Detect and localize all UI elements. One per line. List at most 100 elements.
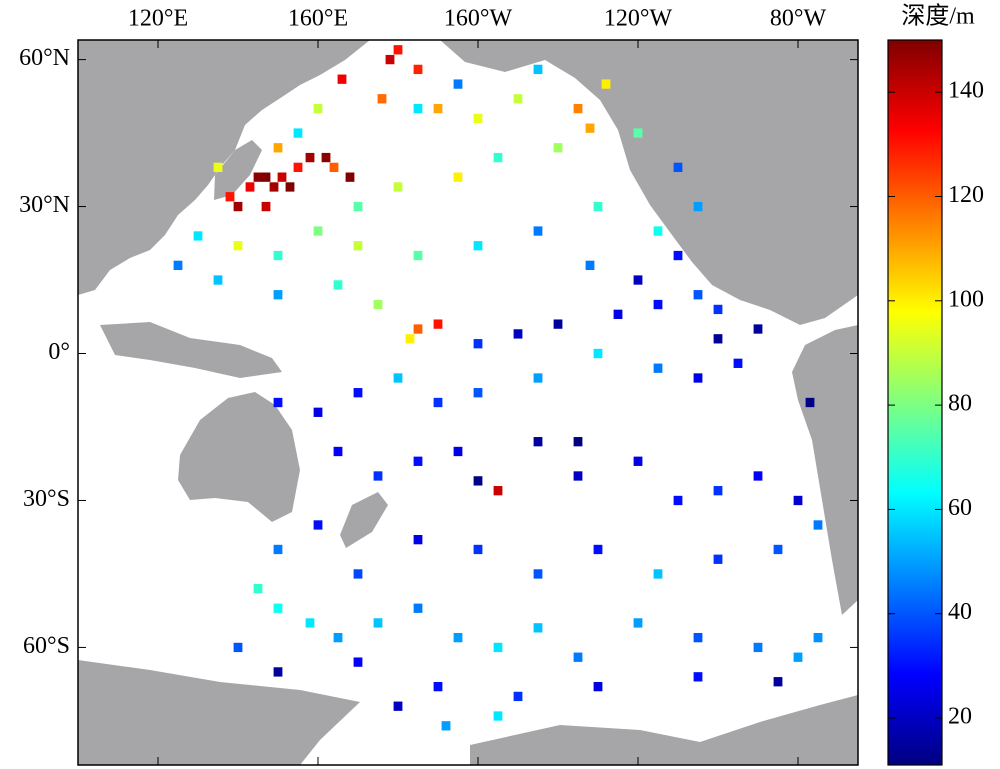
depth-cell xyxy=(353,241,363,251)
depth-cell xyxy=(793,495,803,506)
depth-cell xyxy=(533,623,543,633)
depth-cell xyxy=(713,486,723,496)
x-tick-label: 80°W xyxy=(770,6,827,32)
depth-cell xyxy=(453,632,463,643)
depth-cell xyxy=(261,172,271,182)
depth-cell xyxy=(553,319,563,329)
depth-cell xyxy=(633,128,643,138)
depth-cell xyxy=(713,334,723,344)
depth-cell xyxy=(261,201,271,212)
depth-cell xyxy=(213,162,223,173)
depth-cell xyxy=(277,172,287,182)
depth-cell xyxy=(313,407,323,417)
depth-cell xyxy=(293,162,303,173)
depth-cell xyxy=(513,94,523,104)
depth-cell xyxy=(533,64,543,75)
depth-cell xyxy=(413,324,423,334)
depth-cell xyxy=(413,456,423,466)
depth-cell xyxy=(573,471,583,481)
depth-cell xyxy=(413,64,423,75)
antarctica-west xyxy=(78,660,360,765)
depth-cell xyxy=(493,642,503,653)
depth-cell xyxy=(233,201,243,212)
depth-cell xyxy=(573,652,583,662)
depth-cell xyxy=(573,103,583,114)
x-tick-label: 120°E xyxy=(128,6,188,32)
depth-cell xyxy=(225,192,235,202)
depth-cell xyxy=(345,172,355,182)
depth-cell xyxy=(753,642,763,653)
depth-cell xyxy=(333,280,343,290)
depth-cell xyxy=(693,373,703,383)
x-tick-label: 160°E xyxy=(288,6,348,32)
depth-cell xyxy=(593,348,603,359)
depth-cell xyxy=(213,275,223,285)
depth-cell xyxy=(653,226,663,236)
depth-cell xyxy=(633,456,643,466)
depth-cell xyxy=(333,446,343,457)
depth-cell xyxy=(693,632,703,643)
japan xyxy=(214,140,262,200)
depth-cell xyxy=(473,388,483,398)
depth-cell xyxy=(273,290,283,300)
depth-cell xyxy=(473,544,483,555)
depth-cell xyxy=(373,471,383,481)
depth-cell xyxy=(673,495,683,506)
depth-cell xyxy=(233,241,243,251)
depth-cell xyxy=(413,603,423,613)
depth-cell xyxy=(313,103,323,114)
depth-cell xyxy=(513,691,523,702)
map-frame xyxy=(77,39,859,766)
depth-cell xyxy=(773,677,783,687)
depth-cell xyxy=(233,642,243,653)
depth-cell xyxy=(329,162,339,173)
y-tick-label: 60°N xyxy=(19,45,70,71)
depth-cell xyxy=(353,201,363,212)
depth-cell xyxy=(533,437,543,447)
colorbar-tick-label: 140 xyxy=(948,78,984,104)
depth-cell xyxy=(653,299,663,310)
depth-cell xyxy=(273,544,283,555)
depth-cell xyxy=(305,152,315,163)
depth-cell xyxy=(269,182,279,192)
depth-cell xyxy=(585,123,595,133)
depth-cell xyxy=(453,446,463,457)
y-tick-label: 30°N xyxy=(19,192,70,218)
depth-cell xyxy=(433,319,443,329)
depth-cell xyxy=(653,363,663,373)
depth-cell xyxy=(753,324,763,334)
depth-cell xyxy=(813,632,823,643)
depth-cell xyxy=(493,486,503,496)
depth-cell xyxy=(713,554,723,564)
depth-cell xyxy=(337,74,347,84)
depth-cell xyxy=(813,520,823,530)
depth-cell xyxy=(273,250,283,261)
depth-cell xyxy=(433,681,443,692)
south-america xyxy=(792,325,858,615)
depth-cell xyxy=(593,544,603,555)
depth-cell xyxy=(273,667,283,677)
depth-cell xyxy=(377,94,387,104)
depth-cell xyxy=(313,226,323,236)
colorbar-tick-label: 60 xyxy=(948,495,972,521)
depth-cell xyxy=(453,172,463,182)
x-tick-label: 120°W xyxy=(604,6,673,32)
depth-cell xyxy=(393,182,403,192)
depth-cell xyxy=(245,182,255,192)
depth-cell xyxy=(433,103,443,114)
depth-cell xyxy=(693,672,703,682)
depth-cell xyxy=(493,152,503,163)
depth-cell xyxy=(305,618,315,628)
depth-cell xyxy=(573,437,583,447)
depth-cell xyxy=(593,201,603,212)
depth-cell xyxy=(673,250,683,261)
depth-cell xyxy=(793,652,803,662)
antarctica-east xyxy=(470,695,858,765)
depth-cell xyxy=(321,152,331,163)
colorbar-tick-label: 100 xyxy=(948,286,984,312)
depth-cell xyxy=(313,520,323,530)
depth-cell xyxy=(513,329,523,339)
depth-cell xyxy=(753,471,763,481)
depth-cell xyxy=(473,113,483,124)
depth-cell xyxy=(273,143,283,153)
